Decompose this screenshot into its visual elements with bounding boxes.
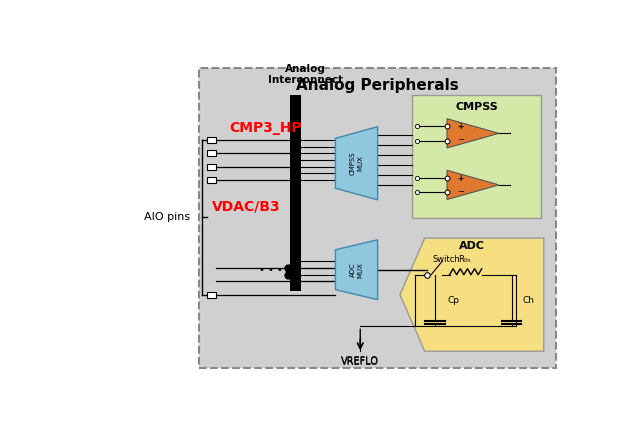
Bar [207,292,216,298]
Polygon shape [400,238,544,351]
Text: +: + [458,174,464,183]
Text: CMP3_HP: CMP3_HP [229,121,301,135]
Bar [291,95,301,291]
Text: Ch: Ch [522,296,534,305]
Bar [207,177,216,183]
Bar [207,164,216,170]
Text: VREFLO: VREFLO [341,356,380,366]
Polygon shape [335,127,378,200]
Text: Analog
Interconnect: Analog Interconnect [268,64,343,85]
Polygon shape [447,119,499,148]
Text: Analog Peripherals: Analog Peripherals [296,79,459,93]
Text: Switch: Switch [432,255,460,264]
Text: AIO pins: AIO pins [144,213,190,222]
Bar [207,137,216,143]
Bar [207,150,216,156]
Text: ADC: ADC [459,241,485,251]
Text: • • • •: • • • • [259,265,292,275]
Text: −: − [457,187,464,196]
Text: +: + [458,122,464,131]
Polygon shape [447,170,499,200]
Text: VREFLO: VREFLO [341,357,380,367]
Text: CMPSS
MUX: CMPSS MUX [350,152,363,175]
Polygon shape [335,240,378,300]
FancyBboxPatch shape [412,95,541,218]
FancyBboxPatch shape [199,68,556,368]
Text: ADC
MUX: ADC MUX [350,262,363,278]
Text: VDAC/B3: VDAC/B3 [211,200,280,213]
Text: CMPSS: CMPSS [456,102,498,112]
Text: −: − [457,135,464,144]
Text: Cp: Cp [447,296,459,305]
Text: R₀ₙ: R₀ₙ [458,255,470,264]
